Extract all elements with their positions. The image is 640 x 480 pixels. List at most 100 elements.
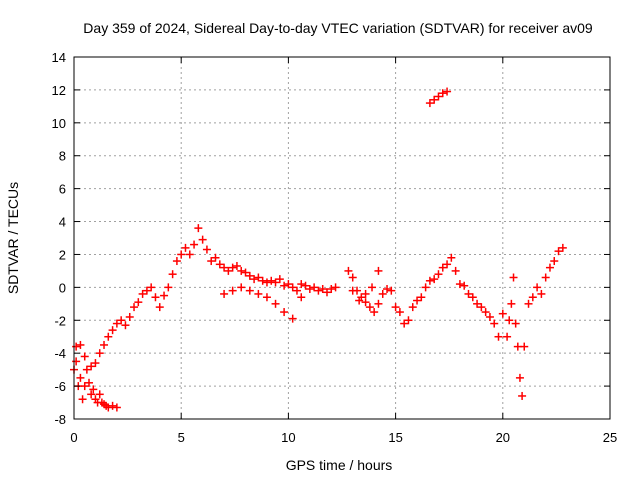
data-point <box>87 362 96 371</box>
y-tick-label: 14 <box>52 50 66 65</box>
data-point <box>168 270 177 279</box>
data-point <box>481 308 490 317</box>
data-point <box>485 312 494 321</box>
data-point <box>305 285 314 294</box>
plot-frame <box>73 56 611 420</box>
data-point <box>434 270 443 279</box>
x-tick-label: 15 <box>388 430 402 445</box>
data-point <box>297 293 306 302</box>
data-point <box>520 342 529 351</box>
y-tick-label: 4 <box>59 215 66 230</box>
data-point <box>220 289 229 298</box>
y-tick-label: 6 <box>59 182 66 197</box>
data-point <box>365 303 374 312</box>
data-point <box>211 253 220 262</box>
data-point <box>348 286 357 295</box>
data-point <box>194 224 203 233</box>
data-point <box>254 273 263 282</box>
data-point <box>104 332 113 341</box>
data-point <box>267 276 276 285</box>
data-point <box>87 390 96 399</box>
data-point <box>322 288 331 297</box>
y-tick-label: 8 <box>59 149 66 164</box>
data-point <box>112 403 121 412</box>
data-point <box>425 276 434 285</box>
data-point <box>434 92 443 101</box>
data-point <box>160 291 169 300</box>
data-point <box>232 261 241 270</box>
data-point <box>155 303 164 312</box>
data-point <box>245 271 254 280</box>
data-point <box>490 319 499 328</box>
data-point <box>262 278 271 287</box>
x-tick-label: 25 <box>603 430 617 445</box>
data-point <box>361 289 370 298</box>
data-point <box>318 285 327 294</box>
data-point <box>288 314 297 323</box>
data-point <box>85 378 94 387</box>
data-point <box>545 263 554 272</box>
data-point <box>524 299 533 308</box>
data-point <box>198 235 207 244</box>
grid-lines <box>74 57 610 419</box>
data-point <box>125 312 134 321</box>
data-point <box>80 382 89 391</box>
data-point <box>288 283 297 292</box>
data-point <box>228 286 237 295</box>
data-point <box>284 280 293 289</box>
data-point <box>425 99 434 108</box>
data-point <box>250 275 259 284</box>
data-point <box>72 342 81 351</box>
data-point <box>438 263 447 272</box>
data-point <box>82 365 91 374</box>
data-point <box>505 316 514 325</box>
data-point <box>91 359 100 368</box>
data-point <box>215 260 224 269</box>
x-axis-label: GPS time / hours <box>286 457 393 473</box>
data-point <box>292 286 301 295</box>
data-point <box>151 293 160 302</box>
data-point <box>228 263 237 272</box>
data-point <box>477 303 486 312</box>
data-point <box>533 283 542 292</box>
data-point <box>348 273 357 282</box>
data-point <box>224 266 233 275</box>
data-point <box>108 401 117 410</box>
data-point <box>541 273 550 282</box>
data-point <box>78 395 87 404</box>
data-point <box>383 285 392 294</box>
data-point <box>430 275 439 284</box>
data-point <box>438 89 447 98</box>
data-point <box>507 299 516 308</box>
data-point <box>447 253 456 262</box>
data-point <box>76 373 85 382</box>
data-point <box>361 298 370 307</box>
x-tick-label: 5 <box>178 430 185 445</box>
data-point <box>271 278 280 287</box>
data-point <box>451 266 460 275</box>
data-point <box>370 308 379 317</box>
data-point <box>142 286 151 295</box>
data-point <box>494 332 503 341</box>
data-point <box>89 385 98 394</box>
data-point <box>378 289 387 298</box>
data-point <box>112 319 121 328</box>
data-point <box>262 293 271 302</box>
data-point <box>220 263 229 272</box>
data-point <box>130 303 139 312</box>
data-point <box>271 299 280 308</box>
data-point <box>528 293 537 302</box>
data-point <box>417 293 426 302</box>
data-series-sdtvar <box>70 87 567 412</box>
data-point <box>518 391 527 400</box>
data-point <box>443 260 452 269</box>
data-point <box>498 309 507 318</box>
data-point <box>413 296 422 305</box>
data-point <box>181 243 190 252</box>
data-point <box>245 286 254 295</box>
y-tick-label: -8 <box>54 412 66 427</box>
data-point <box>443 87 452 96</box>
data-point <box>400 319 409 328</box>
